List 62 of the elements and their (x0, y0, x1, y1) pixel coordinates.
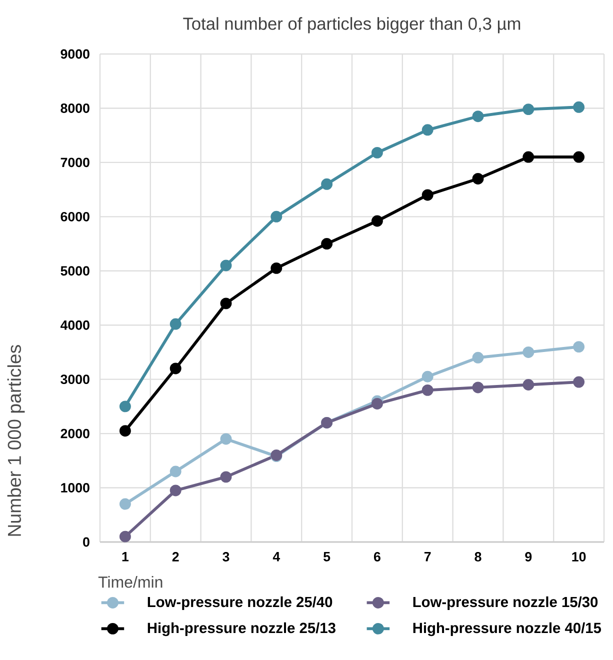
chart-title: Total number of particles bigger than 0,3 µm (183, 17, 520, 34)
point (371, 146, 383, 158)
point (522, 151, 534, 163)
legend-label: Low-pressure nozzle 25/40 (148, 596, 332, 610)
y-tick-label: 5000 (60, 266, 90, 276)
y-axis-title: Number 1 000 particles (7, 345, 25, 536)
point (119, 425, 131, 437)
point (472, 382, 484, 394)
x-tick-label: 2 (172, 552, 179, 562)
y-tick-label: 4000 (60, 320, 90, 330)
point (422, 384, 434, 396)
x-tick-label: 1 (122, 552, 129, 562)
point (522, 379, 534, 390)
y-tick-label: 6000 (60, 212, 90, 222)
point (472, 172, 484, 184)
y-tick-label: 0 (83, 537, 90, 547)
legend-label: High-pressure nozzle 25/13 (148, 622, 336, 636)
point (220, 298, 232, 310)
point (220, 260, 232, 272)
point (119, 400, 131, 412)
y-tick-label: 8000 (60, 104, 90, 113)
point (170, 484, 182, 496)
y-tick-label: 2000 (60, 428, 90, 438)
x-tick-label: 3 (222, 552, 230, 562)
point (270, 210, 282, 222)
point (522, 104, 534, 116)
legend-label: High-pressure nozzle 40/15 (413, 622, 602, 636)
point (573, 376, 585, 388)
point (321, 178, 333, 190)
point (422, 370, 434, 382)
x-tick-label: 9 (525, 552, 532, 562)
x-tick-label: 8 (474, 552, 482, 562)
x-axis-title: Time/min (98, 576, 162, 588)
point (422, 124, 434, 136)
point (220, 471, 232, 483)
x-tick-label: 7 (424, 552, 431, 562)
point (371, 215, 383, 227)
x-tick-label: 4 (272, 552, 280, 562)
point (321, 238, 333, 250)
point (170, 318, 182, 330)
legend-label: Low-pressure nozzle 15/30 (413, 596, 598, 610)
x-tick-label: 6 (374, 552, 380, 562)
point (119, 530, 131, 542)
point (270, 262, 282, 274)
point (170, 362, 182, 374)
point (573, 341, 585, 353)
y-tick-label: 9000 (60, 49, 90, 59)
y-tick-label: 1000 (61, 483, 90, 492)
point (472, 352, 484, 364)
y-tick-label: 3000 (60, 374, 90, 384)
point (573, 151, 585, 163)
x-tick-label: 10 (572, 552, 586, 562)
x-tick-label: 5 (324, 552, 330, 562)
point (371, 398, 383, 410)
point (472, 110, 484, 122)
point (573, 101, 585, 113)
point (119, 498, 131, 510)
point (220, 433, 232, 445)
point (522, 346, 534, 358)
point (422, 189, 434, 201)
point (170, 466, 182, 478)
y-tick-label: 7000 (60, 158, 90, 168)
